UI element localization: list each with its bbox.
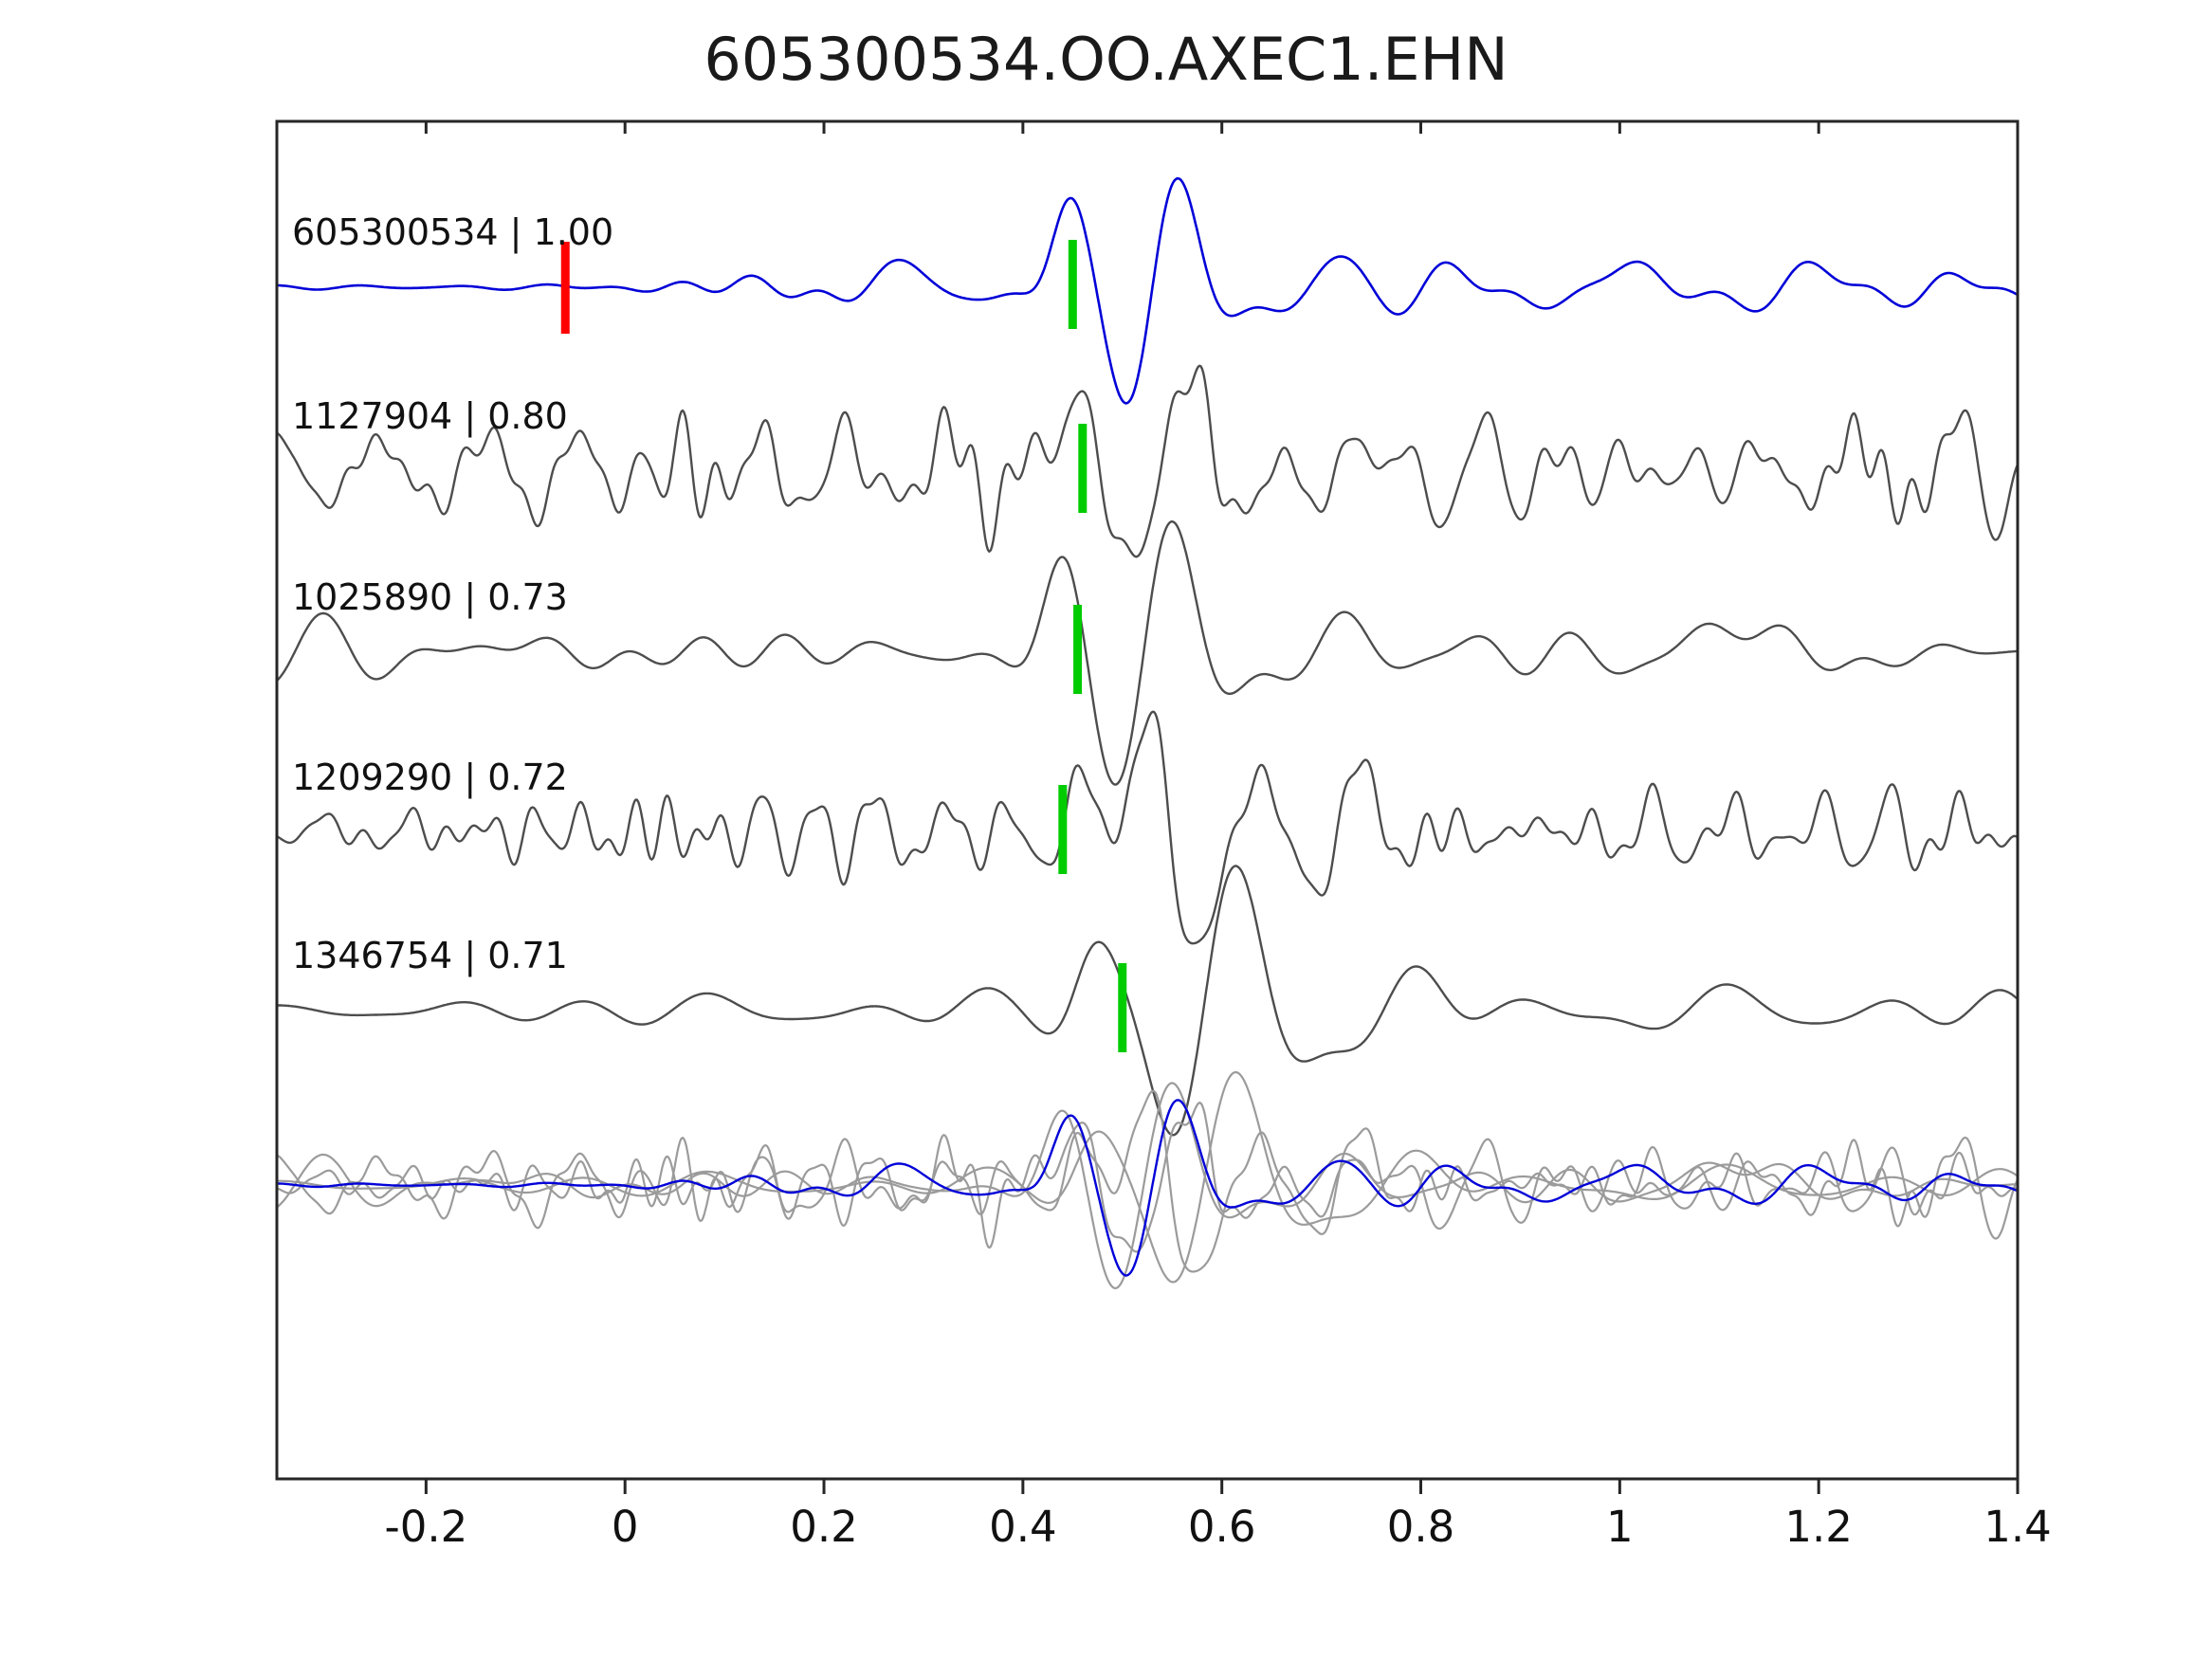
x-tick-label: 0.4 [989,1502,1057,1552]
waveform-trace-1346754 [277,865,2018,1137]
x-tick-label: 0.8 [1387,1502,1455,1552]
trace-label-605300534: 605300534 | 1.00 [292,211,613,254]
waveform-trace-1127904 [277,364,2018,558]
traces-group [277,176,2018,1290]
x-tick-label: 0.2 [790,1502,858,1552]
x-tick-label: 1.2 [1784,1502,1853,1552]
overlay-trace-1127904 [277,1102,2018,1253]
chart-title: 605300534.OO.AXEC1.EHN [704,25,1508,94]
overlay-trace-1209290 [277,1089,2018,1273]
overlay-trace-1025890 [277,1082,2018,1290]
x-tick-label: 1.4 [1983,1502,2052,1552]
overlay-trace-1346754 [277,1070,2018,1284]
trace-label-1209290: 1209290 | 0.72 [292,757,568,799]
waveform-trace-1025890 [277,520,2018,786]
trace-label-1127904: 1127904 | 0.80 [292,395,568,438]
x-tick-label: 1 [1606,1502,1634,1552]
overlay-trace-605300534 [277,1099,2018,1277]
plot-frame [275,119,2020,1481]
x-tick-label: -0.2 [384,1502,467,1552]
waveform-trace-1209290 [277,710,2018,945]
x-tick-label: 0.6 [1188,1502,1256,1552]
x-tick-label: 0 [612,1502,639,1552]
trace-label-1025890: 1025890 | 0.73 [292,576,568,619]
trace-label-1346754: 1346754 | 0.71 [292,935,568,977]
